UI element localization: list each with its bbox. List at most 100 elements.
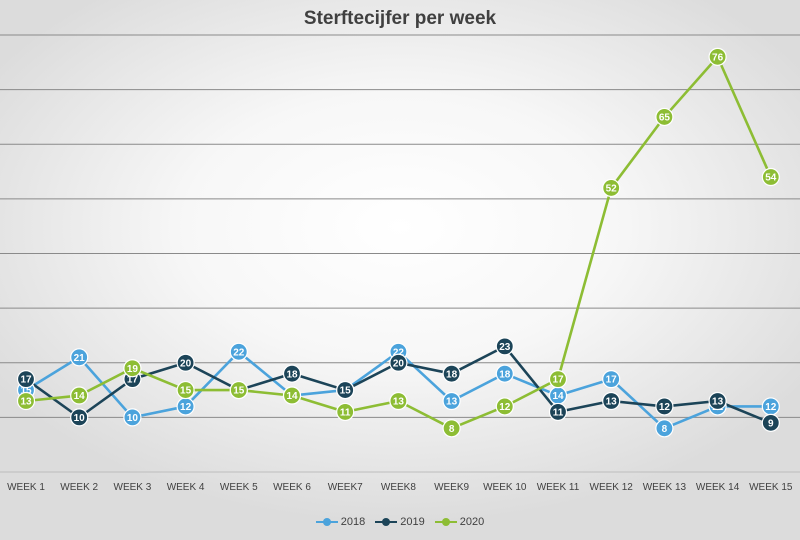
- point-marker: [123, 359, 142, 378]
- point-marker: [602, 178, 621, 198]
- data-label: 52: [606, 184, 618, 195]
- data-label: 15: [340, 386, 352, 397]
- data-point-2020: 19: [123, 359, 142, 378]
- point-marker: [495, 337, 514, 356]
- data-point-2020: 13: [16, 391, 36, 411]
- data-point-2020: 15: [229, 380, 248, 400]
- point-marker: [548, 370, 568, 389]
- data-label: 11: [553, 408, 564, 419]
- data-label: 13: [20, 397, 32, 408]
- legend-swatch: [434, 517, 457, 527]
- data-point-2020: 8: [442, 419, 461, 438]
- data-point-2018: 22: [229, 342, 248, 361]
- data-label: 9: [768, 418, 774, 429]
- data-point-2020: 65: [655, 107, 674, 127]
- data-label: 13: [712, 397, 724, 408]
- legend: 2018 2019 2020: [0, 516, 800, 528]
- data-label: 14: [74, 391, 86, 402]
- legend-label: 2020: [459, 516, 485, 528]
- data-point-2019: 13: [708, 391, 727, 411]
- x-tick-label: WEEK8: [381, 482, 416, 493]
- data-label: 12: [765, 402, 777, 413]
- data-label: 10: [74, 413, 86, 424]
- data-point-2018: 12: [761, 397, 780, 416]
- data-label: 8: [662, 424, 668, 435]
- data-label: 76: [712, 52, 724, 63]
- data-point-2020: 14: [70, 386, 89, 405]
- data-point-2020: 14: [282, 386, 302, 405]
- data-label: 17: [127, 375, 139, 386]
- data-points: 1521101222141522131814178121217101720151…: [16, 47, 780, 438]
- data-label: 17: [552, 375, 564, 386]
- x-tick-label: WEEK 15: [749, 482, 793, 493]
- data-label: 21: [74, 353, 86, 364]
- data-label: 14: [286, 391, 298, 402]
- point-marker: [655, 107, 674, 127]
- point-marker: [708, 47, 727, 66]
- point-marker: [389, 353, 408, 372]
- data-label: 22: [233, 347, 245, 358]
- point-marker: [176, 380, 195, 400]
- x-tick-label: WEEK 5: [220, 482, 258, 493]
- point-marker: [70, 348, 89, 367]
- data-point-2019: 18: [442, 364, 461, 383]
- data-label: 65: [659, 113, 671, 124]
- legend-swatch: [315, 517, 338, 527]
- x-tick-label: WEEK 11: [537, 482, 580, 493]
- data-point-2018: 14: [548, 386, 568, 405]
- x-tick-label: WEEK 3: [114, 482, 152, 493]
- x-tick-label: WEEK 10: [483, 482, 527, 493]
- x-tick-label: WEEK9: [434, 482, 469, 493]
- legend-swatch: [375, 517, 398, 527]
- point-marker: [761, 413, 780, 432]
- point-marker: [229, 380, 248, 400]
- data-label: 18: [499, 369, 511, 380]
- data-point-2020: 76: [708, 47, 727, 66]
- data-point-2019: 18: [282, 364, 302, 383]
- point-marker: [16, 391, 36, 411]
- data-point-2019: 13: [602, 391, 621, 411]
- data-label: 17: [20, 375, 32, 386]
- data-label: 14: [552, 391, 564, 402]
- data-point-2018: 21: [70, 348, 89, 367]
- point-marker: [602, 370, 621, 389]
- data-point-2020: 15: [176, 380, 195, 400]
- data-label: 17: [606, 375, 618, 386]
- chart-title: Sterftecijfer per week: [303, 8, 497, 29]
- data-label: 15: [233, 386, 245, 397]
- x-tick-label: WEEK 14: [696, 482, 740, 493]
- point-marker: [495, 364, 514, 383]
- data-point-2020: 13: [389, 391, 408, 411]
- data-label: 12: [659, 402, 671, 413]
- legend-item-2019: 2019: [375, 516, 425, 528]
- x-axis-tick-labels: WEEK 1 WEEK 2 WEEK 3 WEEK 4 WEEK 5 WEEK 6 WEEK…: [7, 482, 793, 493]
- point-marker: [708, 391, 727, 411]
- point-marker: [70, 386, 89, 405]
- data-point-2020: 52: [602, 178, 621, 198]
- point-marker: [336, 380, 355, 400]
- data-point-2019: 9: [761, 413, 780, 432]
- legend-item-2020: 2020: [434, 516, 485, 528]
- data-label: 15: [20, 386, 32, 397]
- x-tick-label: WEEK7: [328, 482, 363, 493]
- x-tick-label: WEEK 13: [643, 482, 687, 493]
- point-marker: [176, 353, 195, 372]
- data-label: 10: [127, 413, 139, 424]
- legend-item-2018: 2018: [315, 516, 365, 528]
- point-marker: [495, 397, 514, 416]
- data-label: 13: [606, 397, 618, 408]
- data-label: 18: [286, 369, 298, 380]
- point-marker: [229, 342, 248, 361]
- data-point-2020: 54: [761, 167, 780, 187]
- data-label: 19: [127, 364, 139, 375]
- data-point-2018: 18: [495, 364, 514, 383]
- data-point-2018: 10: [123, 408, 142, 427]
- data-point-2019: 15: [336, 380, 355, 400]
- data-point-2019: 23: [495, 337, 514, 356]
- point-marker: [70, 408, 89, 427]
- x-tick-label: WEEK 12: [590, 482, 634, 493]
- point-marker: [761, 167, 780, 187]
- legend-label: 2019: [400, 516, 425, 528]
- point-marker: [442, 391, 461, 411]
- data-point-2018: 12: [176, 397, 195, 416]
